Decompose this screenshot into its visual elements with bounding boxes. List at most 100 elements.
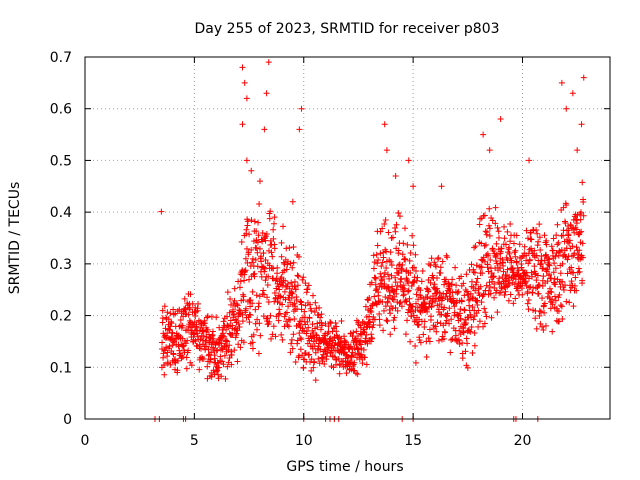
data-point [481,212,488,219]
data-point [247,297,254,304]
data-point [255,300,262,307]
data-point [254,249,261,256]
data-point [426,326,433,333]
data-point [454,337,461,344]
data-point [288,340,295,347]
data-point [226,342,233,349]
data-point [216,364,223,371]
data-point [336,370,343,377]
data-point [480,290,487,297]
data-point [460,280,467,287]
data-point [364,340,371,347]
data-point [233,317,240,324]
data-point [184,337,191,344]
data-point [544,278,551,285]
data-point [392,228,399,235]
data-point [256,245,263,252]
data-point [446,305,453,312]
data-point [248,217,255,224]
data-point [270,323,277,330]
data-point [486,232,493,239]
data-point [569,243,576,250]
data-point [291,316,298,323]
data-point [167,361,174,368]
data-point [484,264,491,271]
data-point [210,335,217,342]
data-point [279,336,286,343]
data-point [237,344,244,351]
data-point [473,279,480,286]
data-point [404,276,411,283]
data-point [480,131,487,138]
data-point [457,306,464,313]
data-point [504,228,511,235]
data-point [470,269,477,276]
data-point [260,313,267,320]
data-point [468,323,475,330]
y-tick-label: 0.5 [50,153,72,169]
data-point [178,355,185,362]
data-point [221,352,228,359]
data-point [388,235,395,242]
data-point [497,116,504,123]
data-point [451,303,458,310]
data-point [211,352,218,359]
data-point [217,353,224,360]
data-point [551,275,558,282]
data-point [425,260,432,267]
data-point [453,282,460,289]
data-point [536,234,543,241]
data-point [221,333,228,340]
data-point [281,267,288,274]
data-point [167,323,174,330]
data-point [239,121,246,128]
data-point [224,313,231,320]
data-point [387,292,394,299]
data-point [237,278,244,285]
data-point [297,346,304,353]
data-point [338,318,345,325]
data-point [278,274,285,281]
data-point [224,338,231,345]
data-point [244,259,251,266]
data-point [167,336,174,343]
data-point [536,307,543,314]
data-point [187,291,194,298]
data-point [579,254,586,261]
data-point [286,244,293,251]
data-point [504,256,511,263]
data-point [375,256,382,263]
data-point [242,255,249,262]
data-point [335,335,342,342]
data-point [222,342,229,349]
y-tick-label: 0.2 [50,309,72,325]
data-point [476,318,483,325]
data-point [513,258,520,265]
data-point [270,226,277,233]
data-point [485,222,492,229]
data-point [264,294,271,301]
data-point [267,312,274,319]
data-point [254,239,261,246]
data-point [168,320,175,327]
data-point [556,318,563,325]
data-point [367,305,374,312]
data-point [276,286,283,293]
data-point [561,282,568,289]
data-point [197,345,204,352]
data-point [476,221,483,228]
data-point [444,254,451,261]
data-point [495,234,502,241]
data-point [411,264,418,271]
data-point [376,316,383,323]
data-point [434,319,441,326]
data-point [455,336,462,343]
data-point [190,330,197,337]
data-point [485,252,492,259]
data-point [494,224,501,231]
data-point [231,297,238,304]
data-point [552,297,559,304]
y-tick-label: 0.3 [50,257,72,273]
data-point [261,234,268,241]
data-point [270,265,277,272]
